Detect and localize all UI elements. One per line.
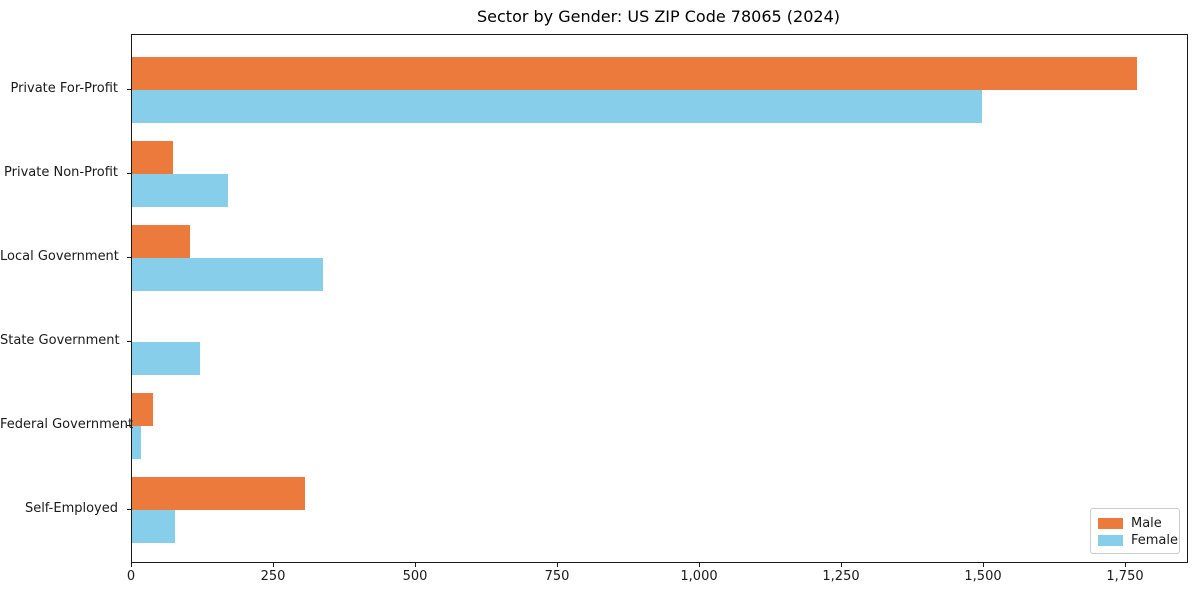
x-tick-mark bbox=[557, 563, 558, 567]
x-tick-label: 750 bbox=[544, 569, 570, 584]
x-tick-label: 1,500 bbox=[964, 569, 1002, 584]
y-tick-mark bbox=[127, 425, 131, 426]
x-tick-label: 0 bbox=[126, 569, 136, 584]
y-tick-label: Private Non-Profit bbox=[4, 165, 118, 180]
y-tick-mark bbox=[127, 509, 131, 510]
bar-male-2 bbox=[132, 141, 173, 174]
bar-female-1 bbox=[132, 90, 982, 123]
y-tick-label: Self-Employed bbox=[24, 501, 118, 516]
x-tick-mark bbox=[841, 563, 842, 567]
y-tick-mark bbox=[127, 89, 131, 90]
y-tick-label: State Government bbox=[0, 333, 120, 348]
x-tick-label: 1,000 bbox=[680, 569, 718, 584]
y-tick-label: Private For-Profit bbox=[10, 81, 118, 96]
y-tick-mark bbox=[127, 173, 131, 174]
x-tick-mark bbox=[1125, 563, 1126, 567]
bar-female-4 bbox=[132, 342, 200, 375]
female-swatch bbox=[1098, 535, 1123, 546]
bar-male-1 bbox=[132, 57, 1137, 90]
bar-female-2 bbox=[132, 174, 228, 207]
chart-title: Sector by Gender: US ZIP Code 78065 (202… bbox=[477, 7, 840, 26]
legend-label: Female bbox=[1131, 533, 1179, 548]
legend-item-male: Male bbox=[1098, 515, 1171, 532]
bar-female-5 bbox=[132, 426, 141, 459]
x-tick-label: 1,750 bbox=[1106, 569, 1144, 584]
x-tick-label: 1,250 bbox=[822, 569, 860, 584]
bar-male-5 bbox=[132, 393, 153, 426]
y-tick-mark bbox=[127, 341, 131, 342]
x-tick-mark bbox=[699, 563, 700, 567]
y-tick-label: Federal Government bbox=[0, 417, 134, 432]
male-swatch bbox=[1098, 518, 1123, 529]
bar-female-3 bbox=[132, 258, 323, 291]
bar-male-6 bbox=[132, 477, 305, 510]
x-tick-mark bbox=[983, 563, 984, 567]
plot-area bbox=[131, 34, 1188, 563]
bar-male-3 bbox=[132, 225, 190, 258]
x-tick-mark bbox=[131, 563, 132, 567]
y-tick-mark bbox=[127, 257, 131, 258]
x-tick-label: 250 bbox=[260, 569, 286, 584]
legend-item-female: Female bbox=[1098, 532, 1178, 549]
y-tick-label: Local Government bbox=[0, 249, 119, 264]
x-tick-mark bbox=[273, 563, 274, 567]
legend: Male Female bbox=[1090, 508, 1180, 554]
legend-label: Male bbox=[1131, 516, 1162, 531]
x-tick-mark bbox=[415, 563, 416, 567]
bar-female-6 bbox=[132, 510, 175, 543]
x-tick-label: 500 bbox=[402, 569, 428, 584]
